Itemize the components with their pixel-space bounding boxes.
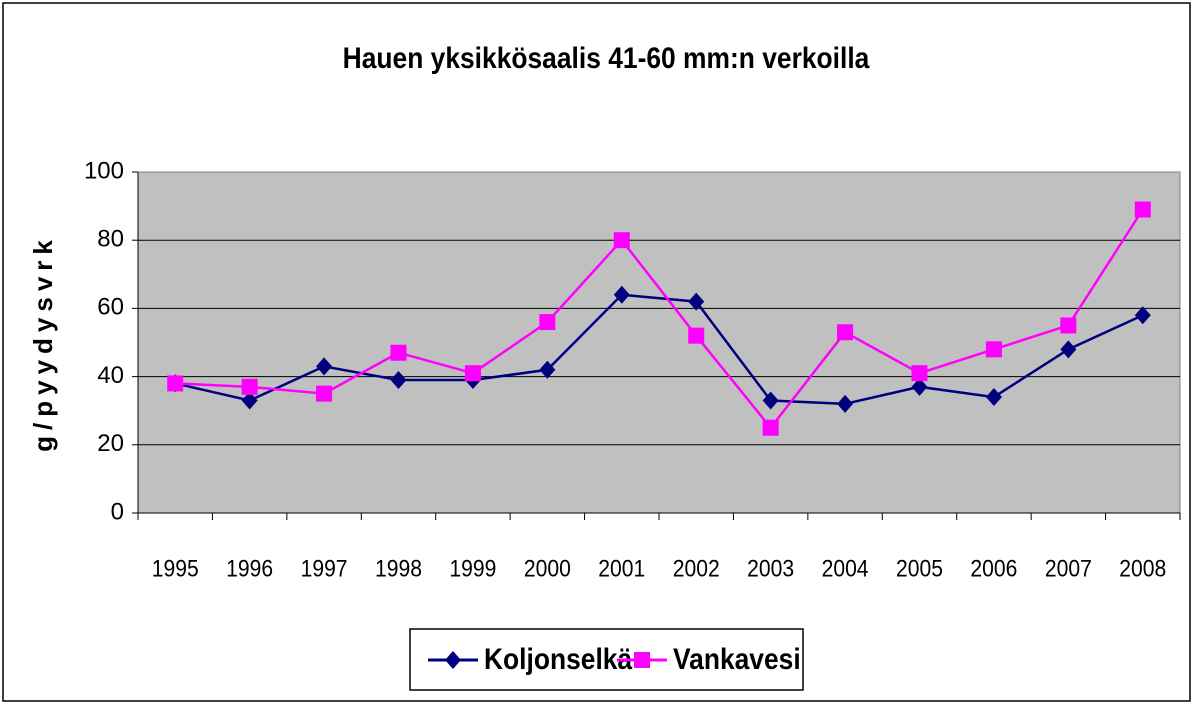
data-point	[241, 391, 258, 410]
legend-label: Koljonselkä	[484, 641, 632, 675]
x-tick-label: 2002	[673, 555, 720, 582]
data-point	[985, 341, 1002, 358]
data-point	[837, 394, 854, 413]
data-point	[911, 377, 928, 396]
data-point	[390, 371, 407, 390]
x-tick-label: 1998	[375, 555, 422, 582]
x-tick-label: 1999	[449, 555, 496, 582]
x-tick-label: 2005	[896, 555, 943, 582]
legend-marker	[445, 651, 461, 669]
series-line	[174, 293, 1144, 406]
data-point	[1060, 340, 1077, 359]
data-point	[539, 360, 556, 379]
data-point	[762, 419, 779, 436]
data-point	[613, 232, 630, 249]
data-point	[911, 365, 928, 382]
x-tick-label: 1997	[301, 555, 348, 582]
x-tick-label: 2008	[1119, 555, 1166, 582]
series-line	[175, 208, 1144, 430]
y-tick-label: 80	[97, 226, 124, 253]
x-tick-label: 2001	[598, 555, 645, 582]
legend-marker	[634, 652, 650, 668]
y-tick-label: 20	[97, 430, 124, 457]
data-point	[316, 385, 333, 402]
data-point	[837, 324, 854, 341]
data-point	[1134, 201, 1151, 218]
chart-title: Hauen yksikkösaalis 41-60 mm:n verkoilla	[343, 40, 870, 74]
data-point	[688, 292, 705, 311]
data-point	[390, 344, 407, 361]
y-tick-label: 100	[84, 157, 124, 184]
data-point	[539, 314, 556, 331]
x-tick-label: 2000	[524, 555, 571, 582]
data-point	[985, 388, 1002, 407]
y-tick-label: 40	[97, 362, 124, 389]
data-point	[762, 391, 779, 410]
data-point	[1134, 306, 1151, 325]
plot-area	[137, 171, 1181, 514]
x-tick-label: 1996	[226, 555, 273, 582]
y-tick-label: 0	[111, 498, 124, 525]
x-tick-label: 1995	[152, 555, 199, 582]
legend-label: Vankavesi	[673, 641, 801, 675]
data-point	[167, 375, 184, 392]
x-tick-label: 2006	[970, 555, 1017, 582]
data-point	[688, 327, 705, 344]
data-point	[1060, 317, 1077, 334]
data-point	[464, 365, 481, 382]
data-point	[316, 357, 333, 376]
x-tick-label: 2004	[822, 555, 869, 582]
x-tick-label: 2003	[747, 555, 794, 582]
y-axis-title: g/pyydysvrk	[28, 234, 58, 452]
x-tick-label: 2007	[1045, 555, 1092, 582]
data-point	[241, 378, 258, 395]
y-tick-label: 60	[97, 294, 124, 321]
data-point	[613, 285, 630, 304]
